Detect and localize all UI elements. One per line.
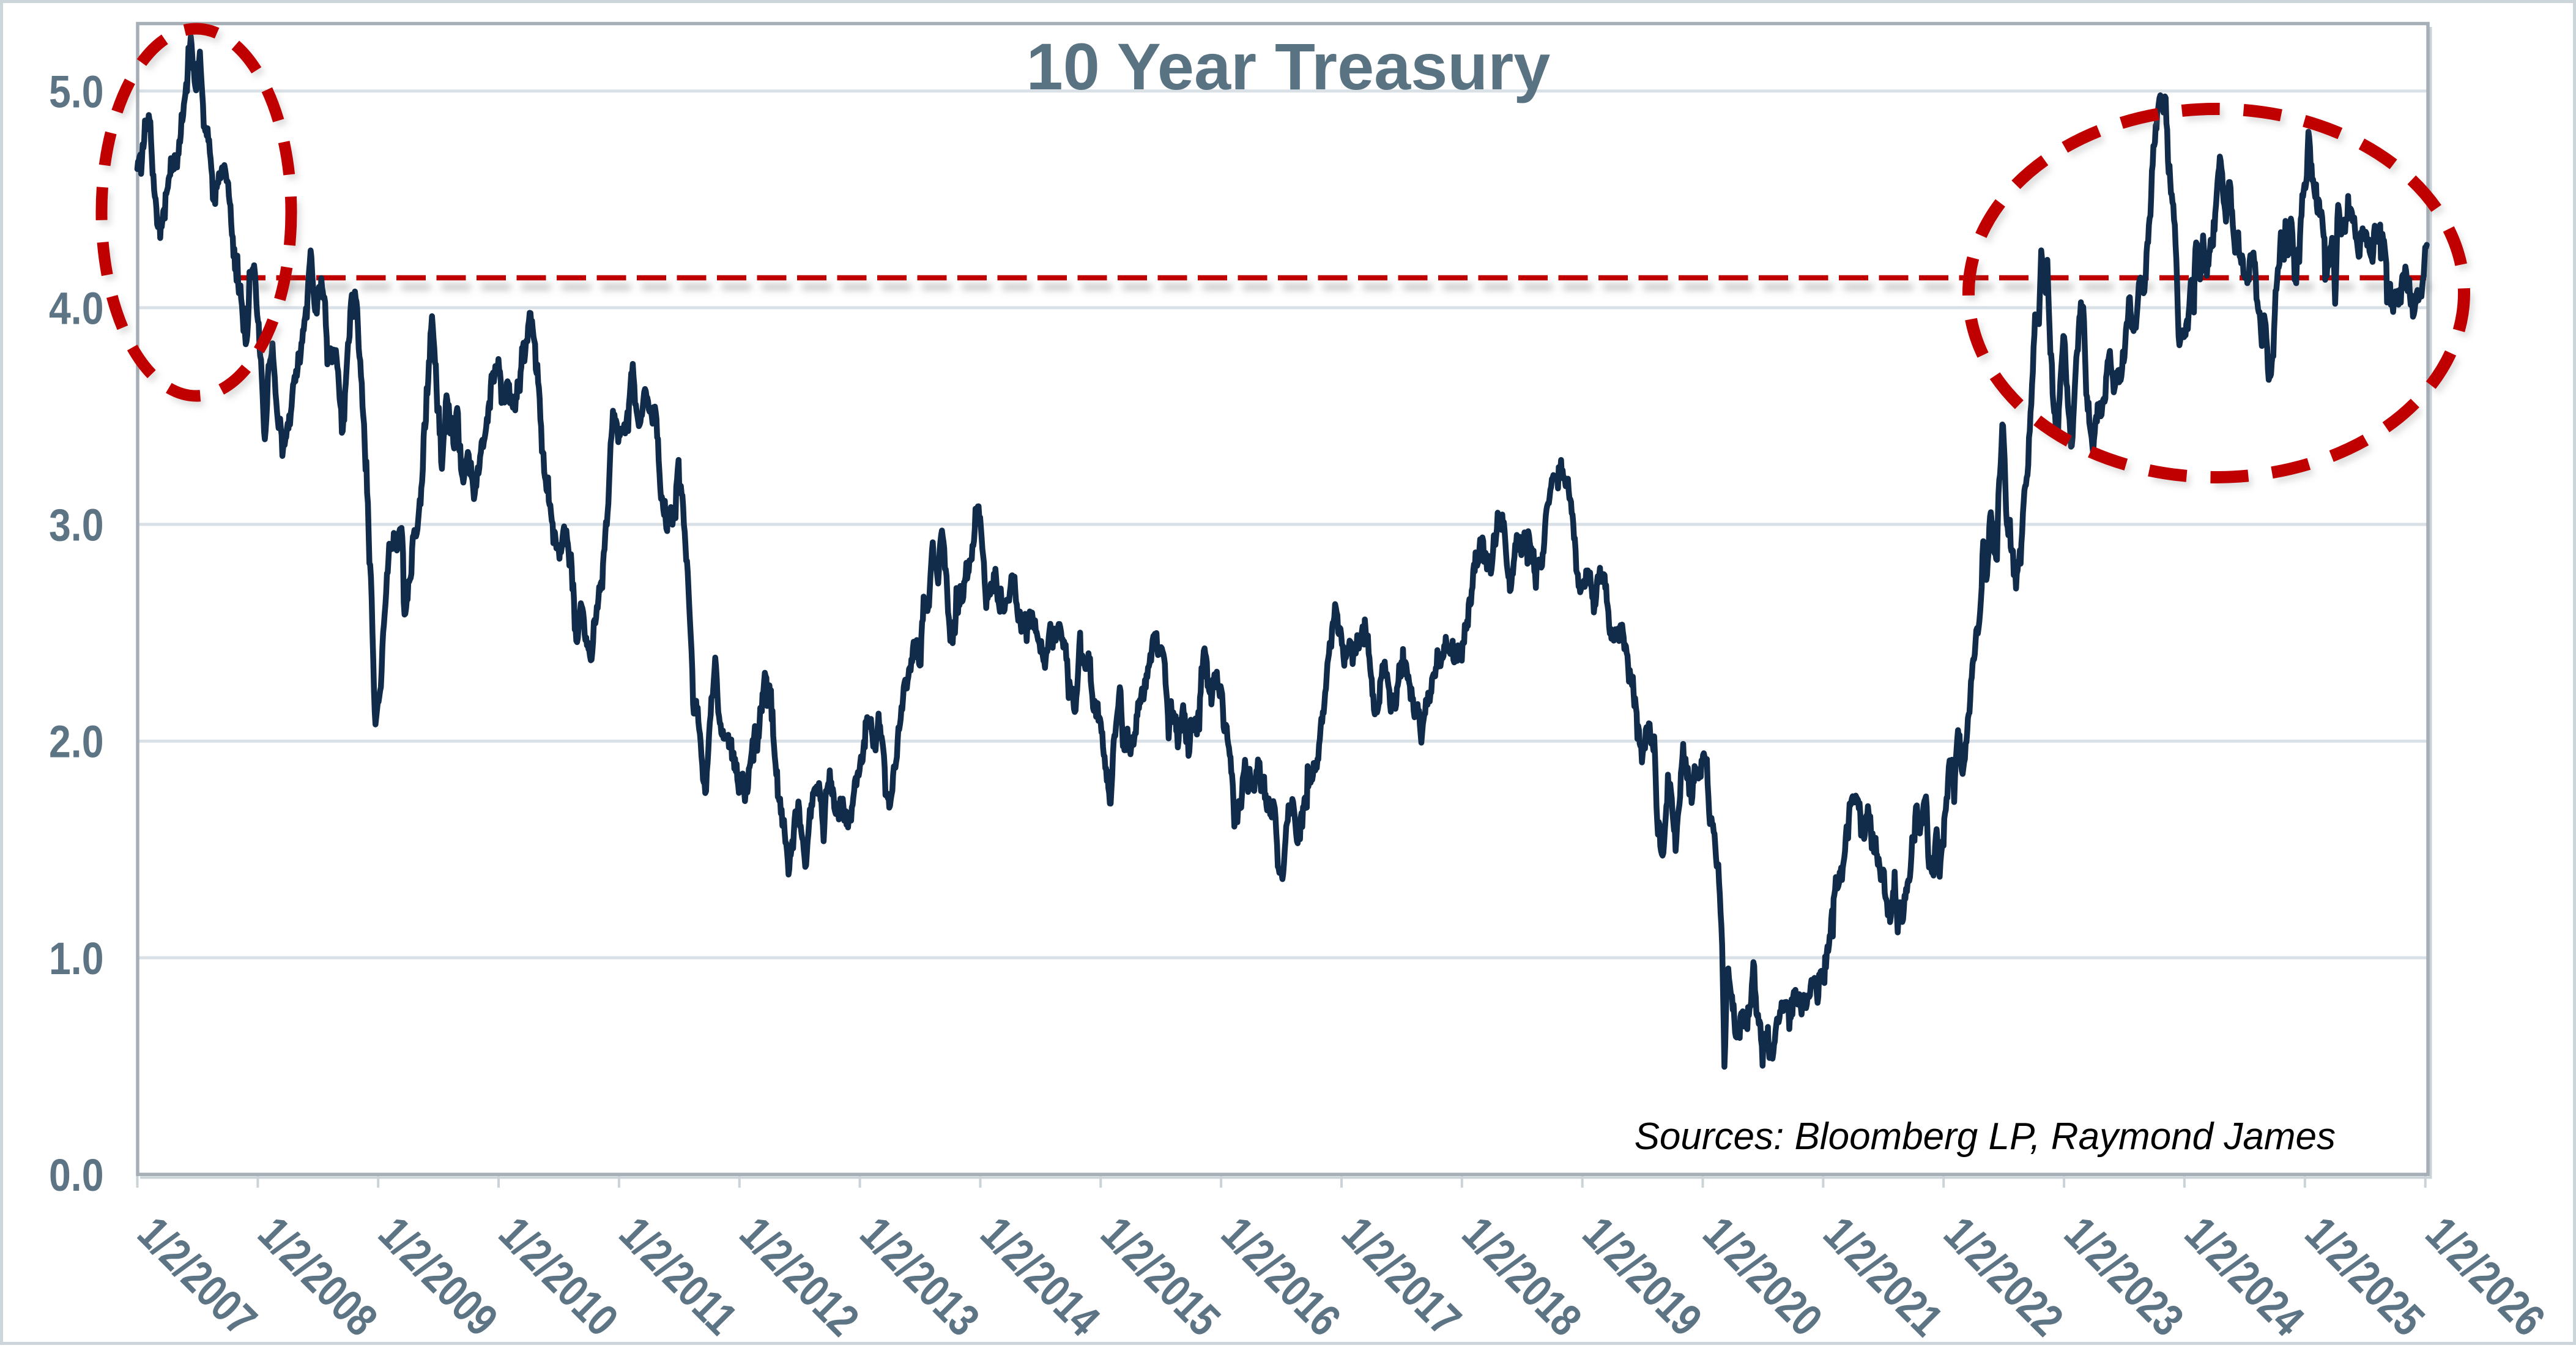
svg-text:3.0: 3.0 [49,499,103,550]
svg-text:4.0: 4.0 [49,283,103,333]
svg-text:Sources: Bloomberg LP, Raymond: Sources: Bloomberg LP, Raymond James [1635,1115,2336,1158]
svg-text:10 Year Treasury: 10 Year Treasury [1026,29,1551,103]
svg-text:5.0: 5.0 [49,66,103,117]
svg-text:2.0: 2.0 [49,716,103,767]
svg-text:0.0: 0.0 [49,1150,103,1201]
svg-text:1.0: 1.0 [49,933,103,984]
